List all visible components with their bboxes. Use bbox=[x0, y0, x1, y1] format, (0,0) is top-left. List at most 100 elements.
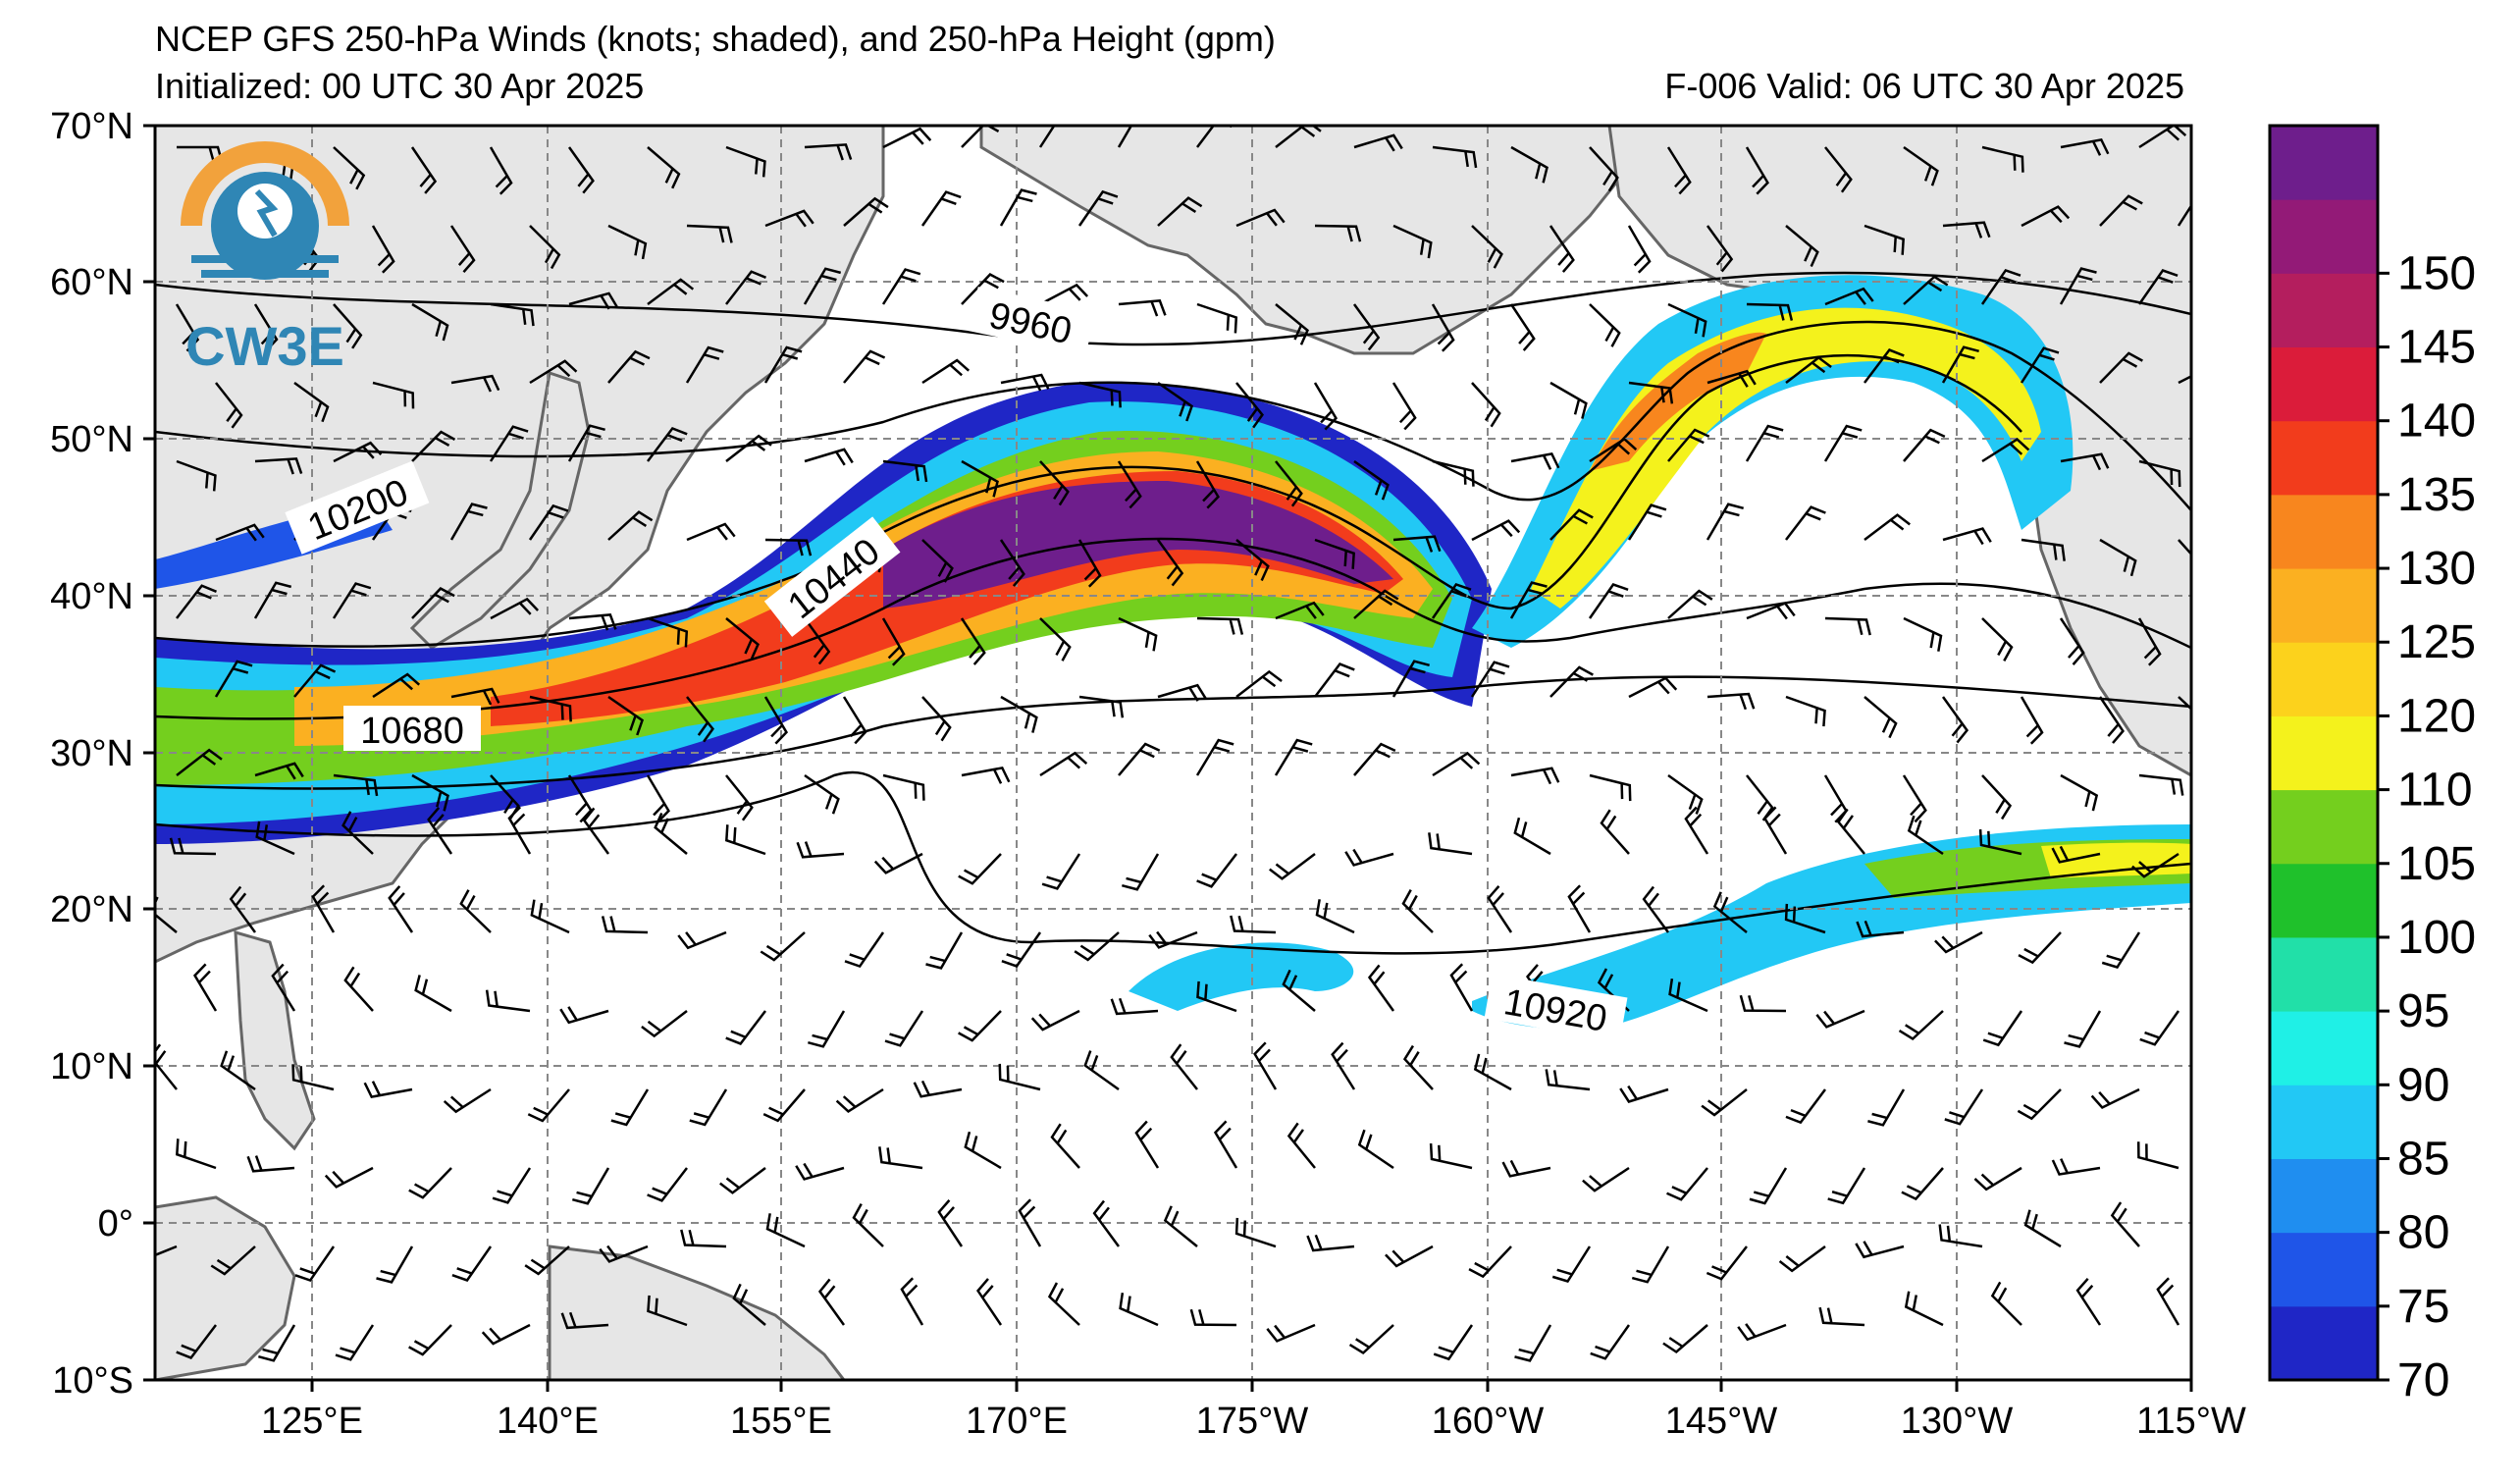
lon-label-130w: 130°W bbox=[1901, 1401, 2014, 1442]
wind-barb bbox=[1739, 994, 1787, 1013]
wind-barb bbox=[411, 302, 449, 342]
wind-barb bbox=[1990, 1281, 2022, 1326]
land-indonesia bbox=[155, 1195, 296, 1380]
wind-barb bbox=[529, 695, 572, 722]
wind-barb bbox=[764, 538, 813, 556]
wind-barb bbox=[1196, 302, 1238, 334]
wind-barb bbox=[2138, 459, 2181, 488]
wind-barb bbox=[376, 1245, 414, 1284]
wind-barb bbox=[1549, 381, 1588, 419]
colorbar-tick-label: 150 bbox=[2397, 247, 2476, 299]
wind-barb bbox=[1391, 660, 1430, 698]
wind-barb bbox=[1706, 692, 1756, 711]
wind-barb bbox=[372, 672, 421, 699]
wind-barb bbox=[732, 1283, 766, 1326]
wind-barb bbox=[176, 748, 223, 776]
wind-barb bbox=[1589, 303, 1621, 347]
wind-barb bbox=[253, 303, 279, 352]
wind-barb bbox=[293, 663, 337, 698]
wind-barb bbox=[1306, 1234, 1355, 1252]
wind-barb bbox=[1385, 1245, 1434, 1268]
wind-barb bbox=[408, 1167, 452, 1199]
wind-barb bbox=[1746, 602, 1796, 620]
lon-label-155e: 155°E bbox=[730, 1401, 832, 1442]
wind-barb bbox=[1589, 437, 1638, 463]
wind-barb bbox=[1092, 1199, 1121, 1247]
wind-barb bbox=[2178, 539, 2191, 578]
wind-barb bbox=[1432, 752, 1481, 777]
wind-barb bbox=[1619, 1085, 1669, 1103]
wind-barb bbox=[1235, 669, 1283, 698]
wind-barb bbox=[725, 774, 754, 821]
colorbar-tick-label: 90 bbox=[2397, 1059, 2449, 1111]
land-alaska bbox=[979, 126, 1631, 355]
wind-barb bbox=[1134, 1120, 1160, 1169]
wind-barb bbox=[1196, 616, 1244, 635]
lat-labels: 70°N 60°N 50°N 40°N 30°N 20°N 10°N 0° 10… bbox=[50, 106, 133, 1402]
wind-barb bbox=[568, 291, 618, 310]
wind-barb bbox=[760, 931, 806, 962]
wind-barb bbox=[1737, 1323, 1787, 1342]
wind-barb bbox=[1942, 527, 1992, 546]
wind-barb bbox=[176, 459, 217, 492]
wind-barb bbox=[246, 1155, 295, 1173]
wind-barb bbox=[1471, 519, 1521, 542]
wind-barb bbox=[1903, 616, 1943, 652]
wind-barb bbox=[1941, 696, 1969, 744]
wind-barb bbox=[1110, 997, 1159, 1016]
wind-barb bbox=[1942, 221, 1991, 238]
wind-barb bbox=[960, 617, 986, 665]
wind-barb bbox=[524, 1245, 570, 1276]
wind-barb bbox=[2051, 845, 2101, 864]
wind-barb bbox=[2099, 351, 2143, 384]
wind-barb bbox=[451, 1245, 493, 1282]
wind-barb bbox=[921, 696, 952, 742]
wind-barb bbox=[725, 824, 766, 856]
wind-barb bbox=[607, 510, 654, 541]
wind-barb bbox=[1353, 589, 1399, 619]
wind-barb bbox=[481, 1323, 531, 1346]
wind-barb bbox=[1815, 1009, 1865, 1029]
wind-barb bbox=[1746, 302, 1794, 321]
jet-arc-gulf-yellow bbox=[1531, 307, 2041, 609]
wind-barb bbox=[1189, 1308, 1237, 1327]
wind-barb bbox=[1269, 853, 1316, 880]
wind-barb bbox=[1701, 1088, 1748, 1117]
wind-barb bbox=[492, 1167, 532, 1204]
wind-barb bbox=[610, 1088, 650, 1127]
wind-barb bbox=[925, 931, 964, 970]
wind-barb bbox=[1367, 964, 1395, 1012]
wind-barb bbox=[1030, 1009, 1080, 1032]
wind-barb bbox=[2138, 126, 2187, 149]
wind-barb bbox=[1039, 283, 1089, 306]
land-japan bbox=[409, 371, 591, 650]
wind-barb bbox=[1487, 885, 1513, 933]
wind-barb bbox=[1590, 1324, 1631, 1360]
wind-barb bbox=[654, 813, 688, 855]
wind-barb bbox=[881, 617, 906, 666]
wind-barb bbox=[1473, 1053, 1512, 1091]
colorbar-swatch bbox=[2270, 1232, 2378, 1307]
wind-barb bbox=[1827, 1167, 1866, 1205]
wind-barb bbox=[1944, 1088, 1984, 1126]
wind-barb bbox=[2138, 773, 2184, 796]
wind-barb bbox=[1274, 738, 1313, 776]
wind-barb bbox=[388, 885, 414, 933]
wind-barb bbox=[1864, 696, 1898, 739]
wind-barb bbox=[1471, 225, 1503, 269]
wind-barb bbox=[1627, 503, 1667, 541]
wind-barb bbox=[920, 190, 962, 227]
initialized-time: Initialized: 00 UTC 30 Apr 2025 bbox=[155, 66, 645, 106]
wind-barb bbox=[2059, 267, 2097, 305]
wind-barb bbox=[808, 1010, 846, 1048]
colorbar: 70 75 80 85 90 95 100 105 110 120 125 130 135 140 145 1… bbox=[2268, 124, 2476, 1406]
lat-label-20n: 20°N bbox=[50, 889, 133, 930]
wind-barb bbox=[1600, 809, 1630, 855]
lon-label-160w: 160°W bbox=[1432, 1401, 1545, 1442]
wind-barb bbox=[1981, 145, 2024, 173]
wind-barb bbox=[2177, 203, 2191, 227]
wind-barb bbox=[1666, 1167, 1708, 1201]
colorbar-swatch bbox=[2270, 1158, 2378, 1234]
wind-barb bbox=[2021, 538, 2066, 561]
